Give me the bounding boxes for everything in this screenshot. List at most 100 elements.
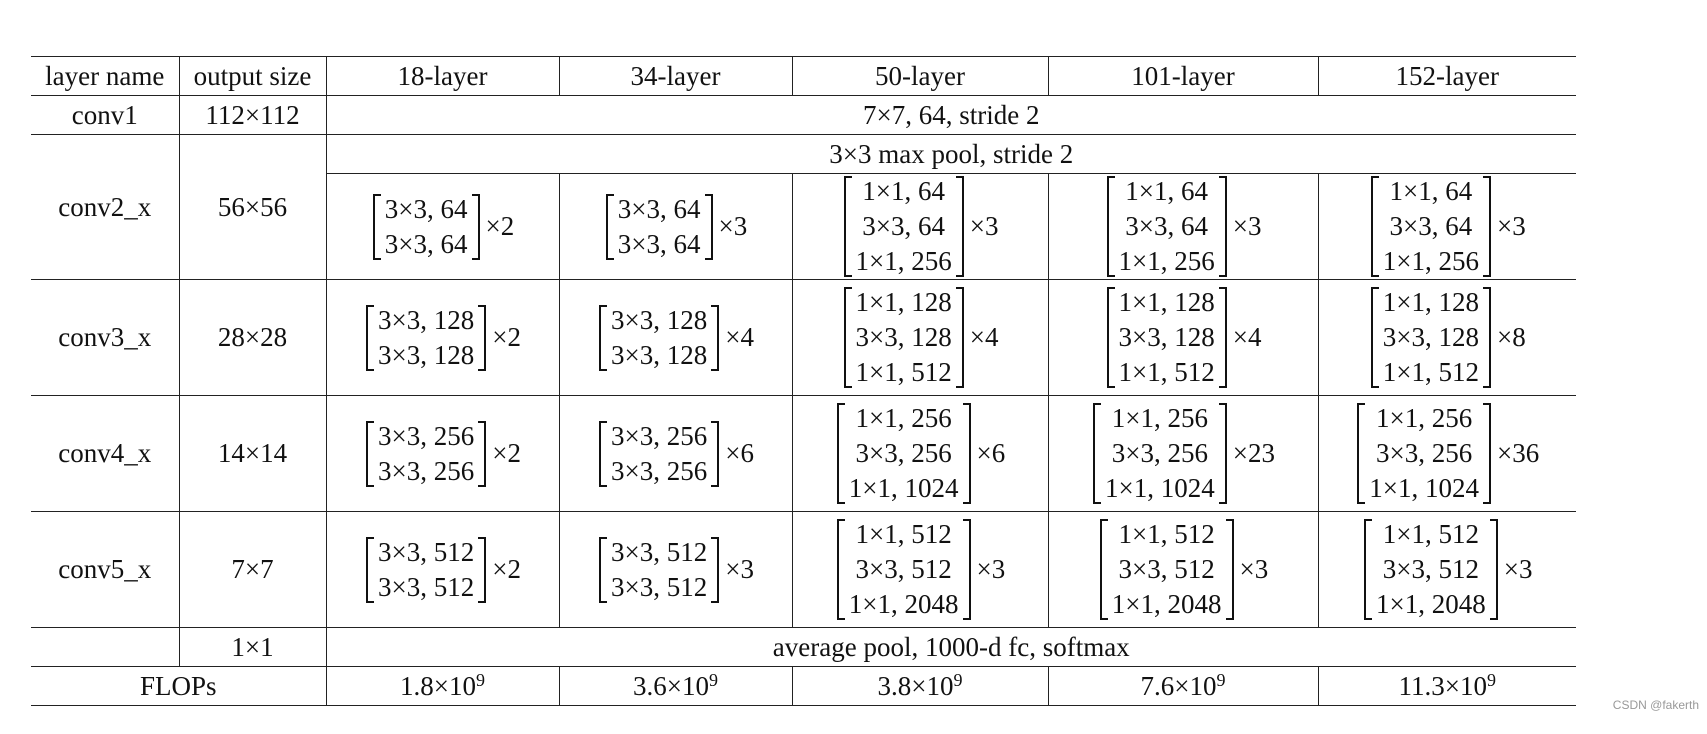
block-line: 1×1, 512	[1118, 357, 1215, 387]
block-line: 3×3, 128	[855, 322, 952, 352]
bracket-block: 1×1, 128 3×3, 128 1×1, 512 ×4	[842, 285, 999, 390]
block-line: 3×3, 128	[611, 339, 708, 370]
block-line: 1×1, 2048	[848, 589, 959, 619]
conv3-block-34: 3×3, 128 3×3, 128 ×4	[558, 279, 793, 396]
bracket-block: 3×3, 128 3×3, 128 ×4	[597, 303, 754, 373]
conv4-block-101: 1×1, 256 3×3, 256 1×1, 1024 ×23	[1047, 395, 1319, 512]
header-row: layer name output size 18-layer 34-layer…	[31, 56, 1576, 96]
conv5-name: conv5_x	[31, 511, 180, 628]
header-50-layer: 50-layer	[791, 56, 1049, 96]
bracket-block: 1×1, 256 3×3, 256 1×1, 1024 ×6	[835, 401, 1005, 506]
block-multiplier: ×2	[492, 438, 521, 468]
block-line: 1×1, 64	[1389, 176, 1473, 206]
block-line: 1×1, 128	[1382, 287, 1479, 317]
conv3-name: conv3_x	[31, 279, 180, 396]
block-line: 3×3, 256	[855, 438, 952, 468]
bracket-block: 1×1, 512 3×3, 512 1×1, 2048 ×3	[1098, 517, 1268, 622]
conv5-block-34: 3×3, 512 3×3, 512 ×3	[558, 511, 793, 628]
block-line: 3×3, 512	[378, 571, 475, 602]
bracket-block: 1×1, 256 3×3, 256 1×1, 1024 ×36	[1355, 401, 1539, 506]
block-line: 3×3, 64	[617, 228, 701, 259]
bracket-block: 3×3, 512 3×3, 512 ×2	[364, 535, 521, 605]
block-multiplier: ×36	[1497, 438, 1540, 468]
conv2-block-101: 1×1, 64 3×3, 64 1×1, 256 ×3	[1047, 173, 1319, 280]
flops-label: FLOPs	[31, 666, 327, 706]
bracket-block: 1×1, 64 3×3, 64 1×1, 256 ×3	[842, 174, 998, 279]
conv4-block-50: 1×1, 256 3×3, 256 1×1, 1024 ×6	[791, 395, 1049, 512]
block-line: 1×1, 512	[1382, 519, 1479, 549]
block-multiplier: ×6	[725, 438, 754, 468]
conv5-block-152: 1×1, 512 3×3, 512 1×1, 2048 ×3	[1317, 511, 1576, 628]
block-multiplier: ×3	[1232, 211, 1262, 241]
block-line: 1×1, 1024	[848, 473, 959, 503]
block-line: 1×1, 512	[855, 357, 952, 387]
block-line: 3×3, 512	[611, 536, 708, 567]
header-layer-name: layer name	[31, 56, 180, 96]
block-line: 3×3, 256	[1376, 438, 1473, 468]
header-152-layer: 152-layer	[1317, 56, 1576, 96]
bracket-matrix: 1×1, 64 3×3, 64 1×1, 256	[842, 174, 966, 279]
conv5-block-18: 3×3, 512 3×3, 512 ×2	[325, 511, 560, 628]
block-line: 1×1, 64	[862, 176, 945, 206]
block-line: 3×3, 128	[1118, 322, 1215, 352]
block-multiplier: ×3	[1503, 554, 1533, 584]
conv3-block-50: 1×1, 128 3×3, 128 1×1, 512 ×4	[791, 279, 1049, 396]
bracket-matrix: 1×1, 256 3×3, 256 1×1, 1024	[835, 401, 973, 506]
bracket-matrix: 3×3, 512 3×3, 512	[597, 535, 721, 605]
conv3-block-152: 1×1, 128 3×3, 128 1×1, 512 ×8	[1317, 279, 1576, 396]
block-line: 3×3, 64	[384, 228, 468, 259]
block-multiplier: ×8	[1497, 322, 1526, 352]
bracket-matrix: 1×1, 256 3×3, 256 1×1, 1024	[1355, 401, 1493, 506]
bracket-matrix: 3×3, 256 3×3, 256	[364, 419, 488, 489]
block-line: 1×1, 256	[1111, 403, 1208, 433]
block-line: 1×1, 64	[1125, 176, 1208, 206]
conv4-name: conv4_x	[31, 395, 180, 512]
bracket-matrix: 1×1, 128 3×3, 128 1×1, 512	[1369, 285, 1493, 390]
conv2-maxpool-row: conv2_x 56×56 3×3 max pool, stride 2	[31, 134, 1576, 280]
bracket-matrix: 3×3, 256 3×3, 256	[597, 419, 721, 489]
bracket-matrix: 3×3, 512 3×3, 512	[364, 535, 488, 605]
block-multiplier: ×3	[976, 554, 1006, 584]
block-multiplier: ×23	[1232, 438, 1275, 468]
block-line: 1×1, 2048	[1376, 589, 1486, 619]
block-line: 3×3, 512	[378, 536, 475, 567]
block-line: 1×1, 256	[1118, 246, 1215, 276]
conv1-output-size: 112×112	[178, 95, 327, 135]
conv1-name: conv1	[31, 95, 180, 135]
bracket-block: 3×3, 512 3×3, 512 ×3	[597, 535, 754, 605]
final-row: 1×1 average pool, 1000-d fc, softmax	[31, 627, 1576, 667]
block-line: 3×3, 512	[611, 571, 708, 602]
conv2-block-152: 1×1, 64 3×3, 64 1×1, 256 ×3	[1317, 173, 1576, 280]
flops-101: 7.6×109	[1047, 666, 1319, 706]
bracket-block: 3×3, 64 3×3, 64 ×3	[604, 192, 747, 262]
conv5-block-101: 1×1, 512 3×3, 512 1×1, 2048 ×3	[1047, 511, 1319, 628]
conv2-maxpool-spec: 3×3 max pool, stride 2	[325, 134, 1576, 174]
block-multiplier: ×4	[969, 322, 999, 352]
block-multiplier: ×3	[1497, 211, 1526, 241]
conv2-name: conv2_x	[31, 134, 180, 280]
block-line: 1×1, 256	[1382, 246, 1479, 276]
block-line: 3×3, 128	[1382, 322, 1479, 352]
block-line: 3×3, 64	[384, 193, 468, 224]
conv2-output-size: 56×56	[178, 134, 327, 280]
bracket-matrix: 3×3, 128 3×3, 128	[364, 303, 488, 373]
conv2-block-34: 3×3, 64 3×3, 64 ×3	[558, 173, 793, 280]
block-multiplier: ×4	[1232, 322, 1262, 352]
block-line: 1×1, 512	[1382, 357, 1479, 387]
bracket-block: 3×3, 256 3×3, 256 ×2	[364, 419, 521, 489]
conv4-block-152: 1×1, 256 3×3, 256 1×1, 1024 ×36	[1317, 395, 1576, 512]
block-line: 3×3, 256	[378, 420, 475, 451]
conv4-output-size: 14×14	[178, 395, 327, 512]
block-multiplier: ×3	[1239, 554, 1269, 584]
bracket-block: 1×1, 64 3×3, 64 1×1, 256 ×3	[1369, 174, 1526, 279]
bracket-matrix: 1×1, 512 3×3, 512 1×1, 2048	[1098, 517, 1236, 622]
bracket-block: 1×1, 512 3×3, 512 1×1, 2048 ×3	[835, 517, 1005, 622]
bracket-matrix: 1×1, 64 3×3, 64 1×1, 256	[1369, 174, 1493, 279]
block-multiplier: ×3	[718, 211, 748, 241]
bracket-block: 3×3, 256 3×3, 256 ×6	[597, 419, 754, 489]
conv1-spec: 7×7, 64, stride 2	[325, 95, 1576, 135]
bracket-matrix: 1×1, 256 3×3, 256 1×1, 1024	[1091, 401, 1229, 506]
bracket-matrix: 1×1, 128 3×3, 128 1×1, 512	[842, 285, 966, 390]
block-line: 1×1, 128	[1118, 287, 1215, 317]
block-line: 3×3, 256	[611, 455, 708, 486]
